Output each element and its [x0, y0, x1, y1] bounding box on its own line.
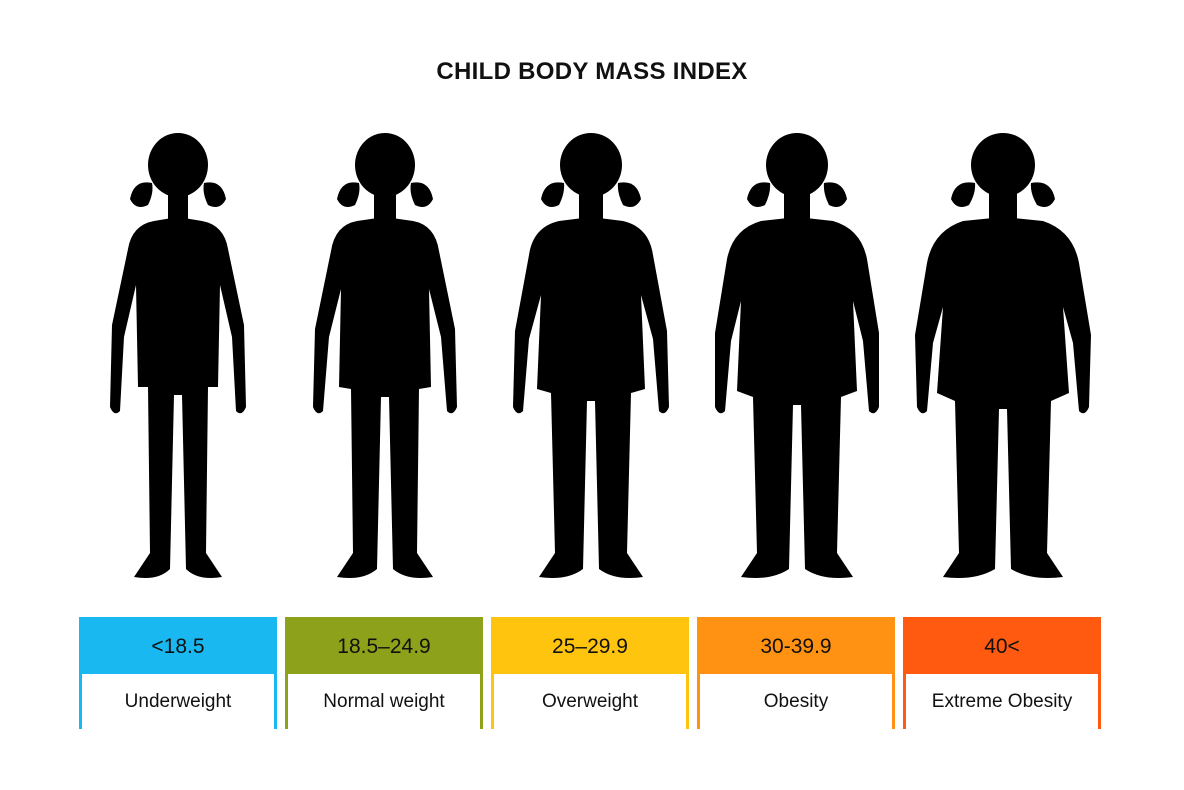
bmi-category-label: Underweight — [82, 674, 274, 729]
overweight-child-silhouette-icon — [491, 125, 691, 590]
extreme-obesity-card: 40< Extreme Obesity — [903, 617, 1101, 729]
bmi-category-label: Overweight — [494, 674, 686, 729]
underweight-card: <18.5 Underweight — [79, 617, 277, 729]
underweight-child-silhouette-icon — [78, 125, 278, 590]
bmi-range: 18.5–24.9 — [288, 620, 480, 674]
bmi-range: 25–29.9 — [494, 620, 686, 674]
normal-weight-card: 18.5–24.9 Normal weight — [285, 617, 483, 729]
diagram-title: CHILD BODY MASS INDEX — [436, 58, 748, 85]
bmi-category-label: Obesity — [700, 674, 892, 729]
bmi-category-label: Extreme Obesity — [906, 674, 1098, 729]
bmi-range: 30-39.9 — [700, 620, 892, 674]
obese-child-silhouette-icon — [697, 125, 897, 590]
bmi-range: 40< — [906, 620, 1098, 674]
obesity-card: 30-39.9 Obesity — [697, 617, 895, 729]
normal-weight-child-silhouette-icon — [285, 125, 485, 590]
bmi-category-label: Normal weight — [288, 674, 480, 729]
overweight-card: 25–29.9 Overweight — [491, 617, 689, 729]
extremely-obese-child-silhouette-icon — [903, 125, 1103, 590]
bmi-range: <18.5 — [82, 620, 274, 674]
